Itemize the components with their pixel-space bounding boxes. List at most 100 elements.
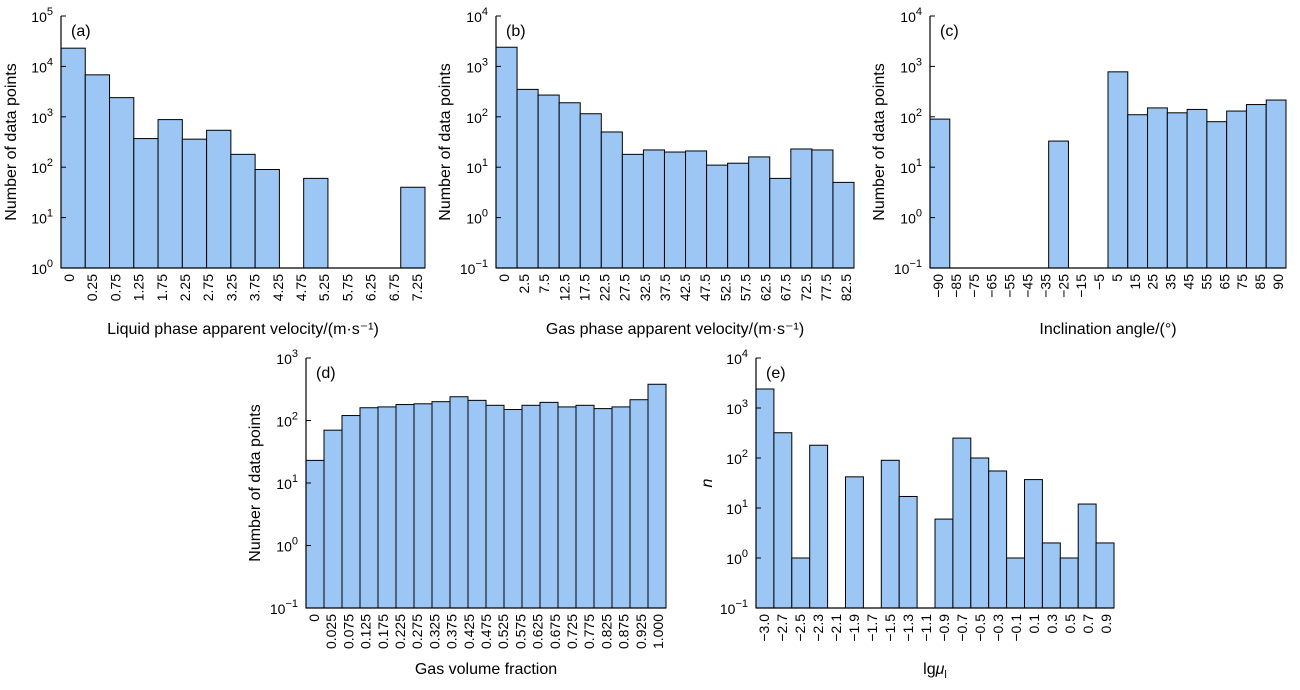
- bar: [303, 177, 329, 269]
- bar: [934, 518, 954, 609]
- x-tick-label: 12.5: [556, 274, 572, 301]
- x-tick-label: −0.9: [936, 614, 952, 642]
- x-tick-label: 72.5: [798, 274, 814, 301]
- y-tick-label: 103: [276, 348, 298, 367]
- x-tick-label: 0.375: [444, 614, 460, 649]
- x-tick-label: 0.525: [495, 614, 511, 649]
- y-axis-title: Number of data points: [871, 63, 888, 220]
- y-tick-label: 103: [726, 398, 748, 417]
- panel-label: (c): [940, 23, 959, 40]
- bar: [133, 138, 159, 269]
- bar: [1226, 110, 1247, 269]
- bar: [1095, 542, 1115, 609]
- x-tick-label: 15: [1127, 274, 1143, 290]
- y-tick-label: 102: [466, 107, 488, 126]
- x-tick-label: 0.825: [598, 614, 614, 649]
- x-tick-label: 0.325: [426, 614, 442, 649]
- y-tick-label: 104: [900, 6, 922, 25]
- bar: [413, 403, 433, 609]
- x-tick-label: 6.75: [386, 274, 402, 301]
- bar: [1059, 557, 1079, 609]
- y-tick-label: 10−1: [460, 258, 488, 277]
- bar: [727, 162, 750, 269]
- panel-a: 100 101 102 103 104 105 0 0.25 0.75 1.25 1.75 2.25 2…: [3, 6, 426, 338]
- x-tick-label: −35: [1037, 274, 1053, 298]
- bar: [629, 399, 649, 609]
- x-tick-label: 0.025: [323, 614, 339, 649]
- bar: [1006, 557, 1025, 609]
- bar: [811, 149, 834, 269]
- x-tick-label: 45: [1181, 274, 1197, 290]
- bar: [395, 404, 415, 609]
- bar: [791, 557, 811, 609]
- bar: [503, 408, 523, 609]
- x-tick-label: 17.5: [576, 274, 592, 301]
- bar: [1077, 503, 1097, 609]
- x-axis-title: lgμl: [923, 661, 947, 681]
- x-tick-label: 0.875: [616, 614, 632, 649]
- bar: [60, 47, 86, 269]
- bar: [832, 181, 855, 269]
- bar: [706, 164, 729, 269]
- bar: [84, 74, 111, 269]
- x-tick-label: −0.7: [954, 614, 970, 642]
- x-tick-label: −0.3: [990, 614, 1006, 642]
- x-tick-label: −1.9: [846, 614, 862, 642]
- bar: [880, 459, 900, 609]
- y-axis-title: Number of data points: [437, 63, 454, 220]
- bar: [809, 444, 829, 609]
- bar: [1166, 112, 1188, 269]
- bar: [898, 495, 918, 609]
- y-tick-label: 100: [31, 258, 53, 277]
- bar: [341, 415, 361, 609]
- y-tick-label: 10−1: [894, 258, 922, 277]
- bar: [181, 138, 208, 269]
- x-tick-label: 1.25: [131, 274, 147, 301]
- bar: [230, 153, 256, 269]
- bar: [1245, 104, 1267, 269]
- bar: [1147, 107, 1168, 269]
- x-tick-label: 52.5: [717, 274, 733, 301]
- bar: [467, 399, 487, 609]
- bar: [323, 429, 343, 609]
- bar: [579, 113, 602, 269]
- bar: [600, 131, 623, 269]
- x-tick-label: −0.1: [1008, 614, 1024, 642]
- x-tick-label: 4.25: [270, 274, 286, 301]
- x-tick-label: 82.5: [838, 274, 854, 301]
- y-tick-label: 101: [466, 157, 488, 176]
- x-tick-label: 77.5: [818, 274, 834, 301]
- x-tick-label: 35: [1163, 274, 1179, 290]
- x-tick-label: −2.3: [810, 614, 826, 642]
- x-tick-label: −1.5: [882, 614, 898, 642]
- x-tick-label: −55: [1002, 274, 1018, 298]
- y-tick-label: 105: [31, 6, 53, 25]
- panel-label: (b): [506, 23, 526, 40]
- bar: [157, 119, 183, 269]
- bar: [988, 470, 1008, 609]
- x-tick-label: 5.75: [339, 274, 355, 301]
- x-tick-label: 0: [496, 274, 512, 282]
- bar: [769, 177, 792, 269]
- x-tick-label: 62.5: [758, 274, 774, 301]
- y-axis-title: n: [699, 478, 716, 487]
- bar: [558, 102, 581, 269]
- x-axis-title: Liquid phase apparent velocity/(m·s⁻¹): [107, 321, 379, 338]
- x-tick-label: 55: [1198, 274, 1214, 290]
- bar: [773, 432, 793, 609]
- y-tick-label: 101: [900, 157, 922, 176]
- bar: [539, 401, 559, 609]
- x-tick-label: 0.3: [1044, 614, 1060, 634]
- bar: [400, 186, 426, 269]
- bar: [621, 153, 644, 269]
- bar: [1186, 108, 1208, 269]
- x-axis-title: Gas volume fraction: [415, 661, 557, 678]
- y-tick-label: 102: [900, 107, 922, 126]
- x-tick-label: 0.425: [461, 614, 477, 649]
- x-tick-label: −3.0: [756, 614, 772, 642]
- panel-b: 10−1 100 101 102 103 104 0 2.5 7.5 12.5 17.5 22.5 27…: [437, 6, 855, 338]
